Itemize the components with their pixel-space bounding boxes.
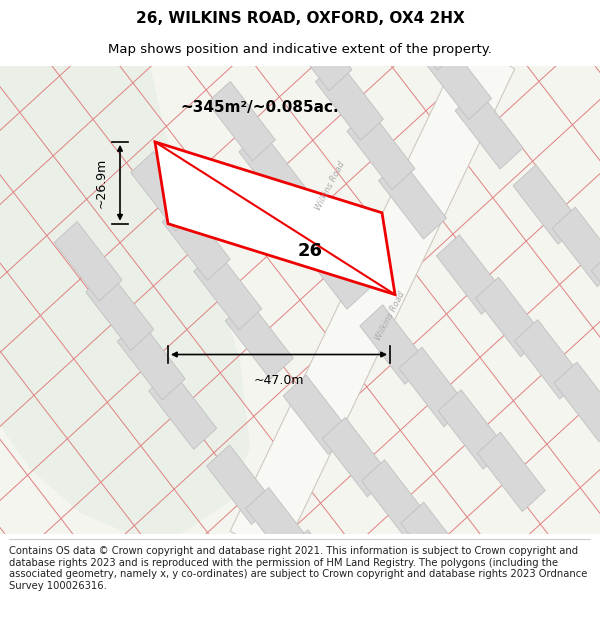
Text: 26: 26 bbox=[298, 242, 323, 260]
Polygon shape bbox=[478, 432, 545, 512]
Polygon shape bbox=[476, 278, 544, 357]
Polygon shape bbox=[316, 61, 383, 140]
Polygon shape bbox=[554, 362, 600, 441]
Polygon shape bbox=[54, 221, 122, 301]
Polygon shape bbox=[438, 390, 506, 469]
Polygon shape bbox=[513, 165, 581, 244]
Text: 26, WILKINS ROAD, OXFORD, OX4 2HX: 26, WILKINS ROAD, OXFORD, OX4 2HX bbox=[136, 11, 464, 26]
Polygon shape bbox=[360, 305, 428, 384]
Polygon shape bbox=[226, 300, 293, 379]
Polygon shape bbox=[271, 180, 338, 260]
Polygon shape bbox=[194, 251, 262, 330]
Text: ~26.9m: ~26.9m bbox=[95, 158, 108, 208]
Polygon shape bbox=[361, 0, 428, 21]
Text: Wilkins Road: Wilkins Road bbox=[314, 159, 346, 211]
Polygon shape bbox=[239, 131, 307, 210]
Text: Wilkins Road: Wilkins Road bbox=[374, 291, 406, 342]
Polygon shape bbox=[86, 271, 154, 351]
Polygon shape bbox=[283, 375, 351, 454]
Polygon shape bbox=[302, 230, 370, 309]
Text: ~345m²/~0.085ac.: ~345m²/~0.085ac. bbox=[180, 99, 338, 114]
Polygon shape bbox=[347, 110, 415, 189]
Polygon shape bbox=[155, 142, 395, 294]
Polygon shape bbox=[230, 41, 515, 559]
Polygon shape bbox=[0, 66, 250, 534]
Polygon shape bbox=[592, 249, 600, 329]
Polygon shape bbox=[552, 207, 600, 287]
Polygon shape bbox=[206, 445, 275, 524]
Text: ~47.0m: ~47.0m bbox=[254, 374, 304, 387]
Polygon shape bbox=[455, 89, 523, 169]
Polygon shape bbox=[246, 488, 314, 567]
Polygon shape bbox=[117, 321, 185, 400]
Polygon shape bbox=[362, 460, 430, 539]
Polygon shape bbox=[284, 11, 352, 91]
Polygon shape bbox=[149, 370, 217, 449]
Polygon shape bbox=[401, 503, 469, 582]
Polygon shape bbox=[162, 201, 230, 281]
Polygon shape bbox=[392, 0, 460, 70]
Polygon shape bbox=[208, 81, 275, 161]
Polygon shape bbox=[131, 151, 199, 231]
Polygon shape bbox=[515, 319, 583, 399]
Polygon shape bbox=[436, 235, 505, 314]
Polygon shape bbox=[285, 530, 353, 609]
Text: Contains OS data © Crown copyright and database right 2021. This information is : Contains OS data © Crown copyright and d… bbox=[9, 546, 587, 591]
Polygon shape bbox=[399, 348, 467, 427]
Polygon shape bbox=[324, 572, 392, 625]
Polygon shape bbox=[322, 418, 391, 497]
Polygon shape bbox=[424, 40, 491, 119]
Polygon shape bbox=[379, 159, 446, 239]
Text: Map shows position and indicative extent of the property.: Map shows position and indicative extent… bbox=[108, 42, 492, 56]
